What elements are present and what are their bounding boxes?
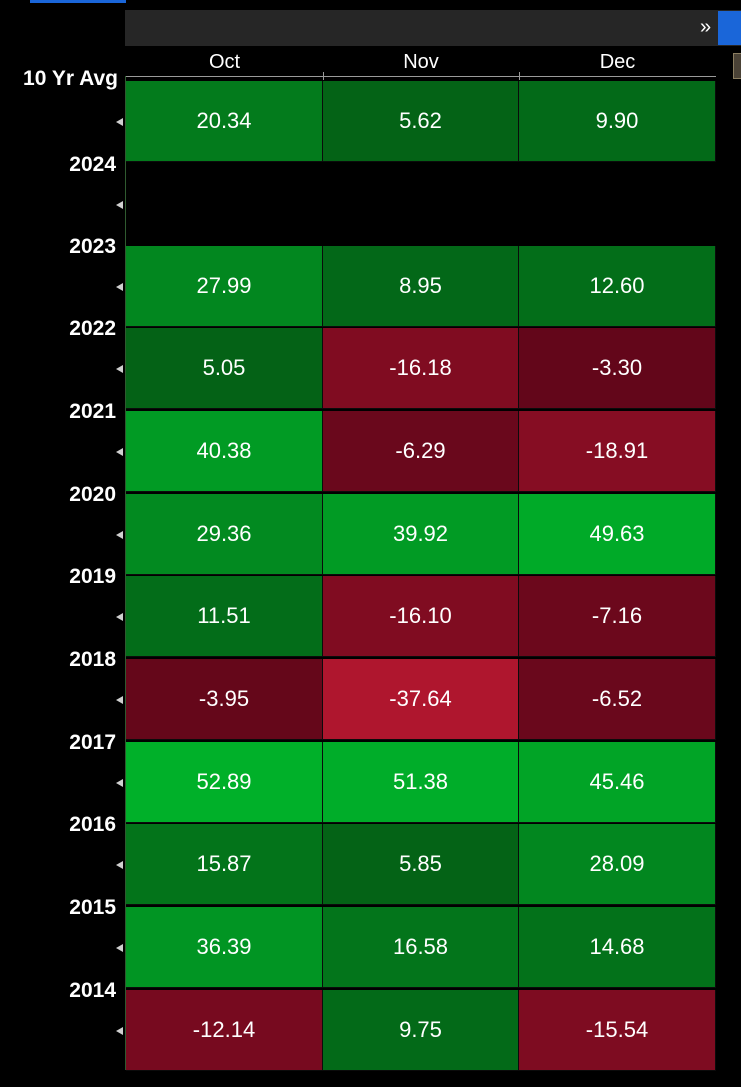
panel-toggle-button[interactable] (718, 11, 741, 45)
close-icon[interactable] (733, 53, 741, 79)
row-tick-marker (116, 861, 123, 869)
column-header-nov: Nov (403, 51, 439, 73)
row-label-10yr-avg: 10 Yr Avg (23, 67, 118, 90)
row-label-2015: 2015 (69, 896, 116, 919)
heatmap-cell[interactable]: 9.75 (323, 990, 519, 1071)
heatmap-cell[interactable]: 5.62 (323, 81, 519, 162)
row-label-2018: 2018 (69, 648, 116, 671)
row-tick-marker (116, 696, 123, 704)
column-header-oct: Oct (208, 51, 241, 73)
heatmap-cell[interactable]: 49.63 (519, 494, 716, 575)
toolbar (125, 10, 741, 46)
row-tick-marker (116, 531, 123, 539)
heatmap-cell[interactable]: 29.36 (126, 494, 323, 575)
heatmap-cell[interactable]: -7.16 (519, 576, 716, 657)
heatmap-cell[interactable]: 5.05 (126, 328, 323, 409)
header-tick (519, 72, 520, 80)
row-tick-marker (116, 283, 123, 291)
heatmap-cell[interactable]: -6.52 (519, 659, 716, 740)
heatmap-cell[interactable]: 14.68 (519, 907, 716, 988)
row-tick-marker (116, 1027, 123, 1035)
heatmap-cell[interactable]: -16.10 (323, 576, 519, 657)
row-tick-marker (116, 779, 123, 787)
row-label-2020: 2020 (69, 483, 116, 506)
row-label-2021: 2021 (69, 400, 116, 423)
heatmap-cell[interactable]: 12.60 (519, 246, 716, 327)
row-tick-marker (116, 201, 123, 209)
heatmap-cell[interactable]: 36.39 (126, 907, 323, 988)
row-label-2017: 2017 (69, 731, 116, 754)
heatmap-cell[interactable]: 52.89 (126, 742, 323, 823)
row-tick-marker (116, 365, 123, 373)
row-label-2022: 2022 (69, 317, 116, 340)
heatmap-cell[interactable]: 20.34 (126, 81, 323, 162)
heatmap-cell[interactable]: 11.51 (126, 576, 323, 657)
row-label-2024: 2024 (69, 153, 116, 176)
heatmap-cell[interactable]: -16.18 (323, 328, 519, 409)
heatmap-cell[interactable]: 15.87 (126, 824, 323, 905)
heatmap-cell[interactable]: -18.91 (519, 411, 716, 492)
heatmap-cell[interactable]: 51.38 (323, 742, 519, 823)
row-label-2023: 2023 (69, 235, 116, 258)
heatmap-cell[interactable]: -6.29 (323, 411, 519, 492)
heatmap-cell[interactable]: 9.90 (519, 81, 716, 162)
column-header-dec: Dec (599, 51, 636, 73)
heatmap-cell[interactable]: -3.95 (126, 659, 323, 740)
expand-icon[interactable]: » (700, 16, 712, 38)
heatmap-cell[interactable]: 28.09 (519, 824, 716, 905)
row-tick-marker (116, 613, 123, 621)
heatmap-cell[interactable]: 39.92 (323, 494, 519, 575)
heatmap-cell[interactable]: 27.99 (126, 246, 323, 327)
heatmap-cell[interactable]: 16.58 (323, 907, 519, 988)
row-label-2016: 2016 (69, 813, 116, 836)
heatmap-cell[interactable]: 5.85 (323, 824, 519, 905)
heatmap-cell[interactable]: 40.38 (126, 411, 323, 492)
heatmap-cell[interactable]: -37.64 (323, 659, 519, 740)
row-axis-line (125, 76, 126, 1070)
heatmap-cell[interactable]: 45.46 (519, 742, 716, 823)
row-label-2014: 2014 (69, 979, 116, 1002)
heatmap-cell[interactable]: -15.54 (519, 990, 716, 1071)
header-tick (323, 72, 324, 80)
header-rule (125, 76, 716, 77)
row-tick-marker (116, 118, 123, 126)
heatmap-cell[interactable]: 8.95 (323, 246, 519, 327)
heatmap-cell[interactable]: -12.14 (126, 990, 323, 1071)
window-tab-indicator (30, 0, 126, 3)
heatmap-cell[interactable]: -3.30 (519, 328, 716, 409)
row-tick-marker (116, 448, 123, 456)
row-label-2019: 2019 (69, 565, 116, 588)
row-tick-marker (116, 944, 123, 952)
